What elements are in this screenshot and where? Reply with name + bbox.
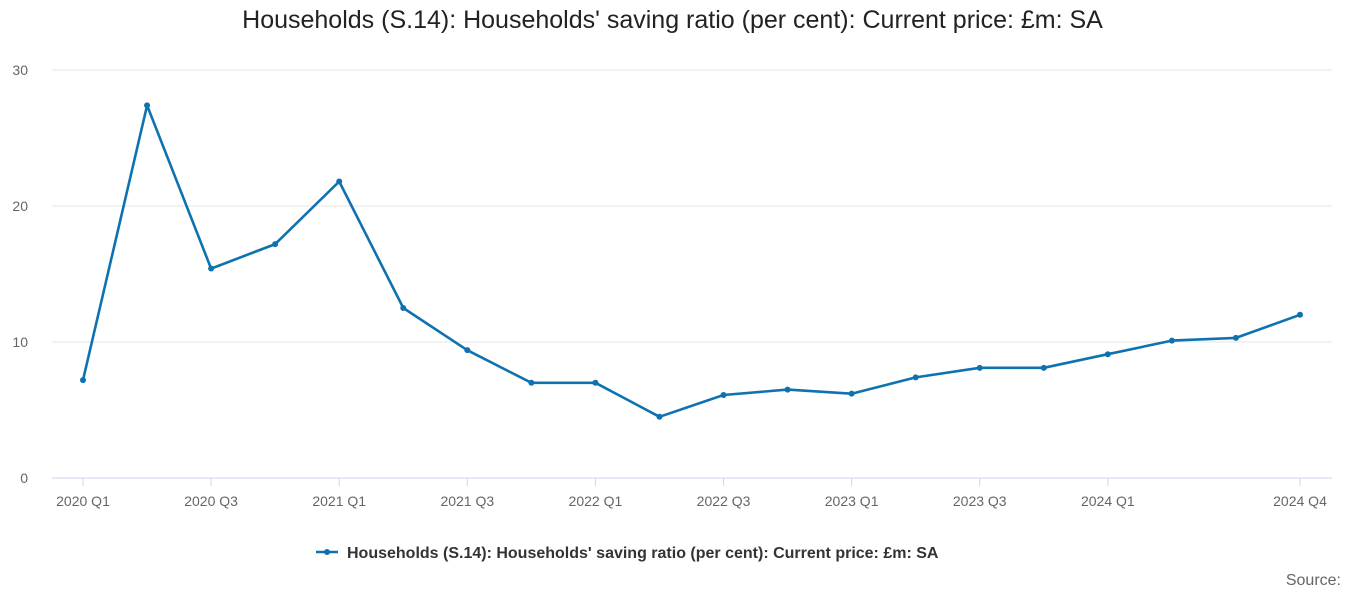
legend-marker	[324, 549, 330, 555]
data-point	[976, 364, 983, 371]
data-point	[1297, 311, 1303, 318]
data-point	[464, 347, 471, 354]
data-point	[1104, 351, 1111, 358]
legend-label: Households (S.14): Households' saving ra…	[347, 545, 939, 562]
x-tick-label: 2021 Q1	[312, 493, 366, 509]
data-point	[592, 379, 599, 386]
data-point	[528, 379, 535, 386]
data-point	[272, 241, 279, 248]
source-label: Source:	[1285, 572, 1341, 589]
data-point	[720, 392, 727, 399]
x-tick-label: 2024 Q1	[1081, 493, 1135, 509]
series-line	[81, 104, 1302, 419]
x-tick-label: 2020 Q1	[56, 493, 110, 509]
y-tick-label: 10	[12, 334, 28, 350]
x-tick-label: 2022 Q3	[697, 493, 751, 509]
y-tick-label: 0	[20, 470, 28, 486]
data-point	[848, 390, 855, 397]
chart-title: Households (S.14): Households' saving ra…	[242, 6, 1103, 34]
x-tick-label: 2020 Q3	[184, 493, 238, 509]
data-point	[1168, 337, 1175, 344]
data-point	[784, 386, 791, 393]
data-point	[144, 102, 151, 109]
x-tick-label: 2023 Q1	[825, 493, 879, 509]
data-point	[1040, 364, 1047, 371]
x-tick-label: 2023 Q3	[953, 493, 1007, 509]
x-tick-label: 2021 Q3	[440, 493, 494, 509]
data-point	[656, 413, 663, 420]
x-tick-label: 2022 Q1	[569, 493, 623, 509]
data-point	[336, 178, 343, 185]
data-point	[400, 305, 407, 311]
data-point	[1232, 334, 1239, 341]
x-tick-label: 2024 Q4	[1273, 493, 1327, 509]
y-tick-label: 20	[12, 198, 28, 214]
data-point	[80, 377, 86, 384]
data-point	[912, 374, 919, 381]
data-point	[208, 265, 215, 272]
y-tick-label: 30	[12, 62, 28, 78]
